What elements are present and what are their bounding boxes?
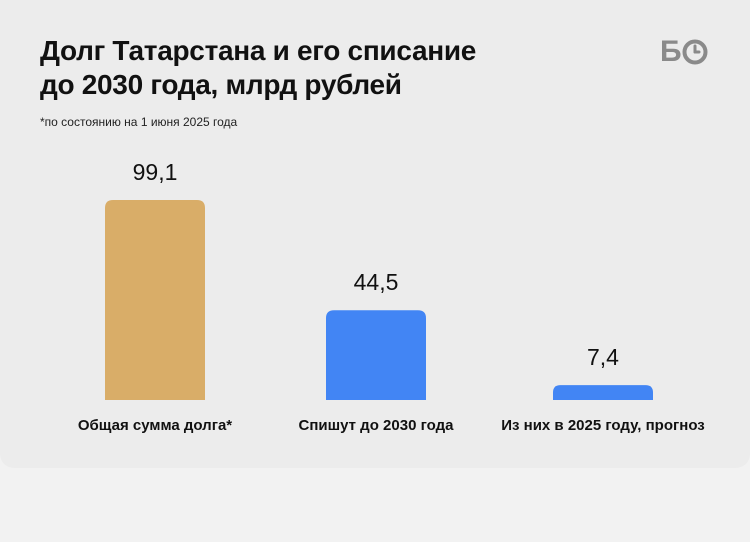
footnote: *по состоянию на 1 июня 2025 года <box>40 115 238 129</box>
value-label-2: 44,5 <box>354 269 399 295</box>
category-label-3: Из них в 2025 году, прогноз <box>501 417 705 434</box>
bar-3 <box>553 385 653 400</box>
bar-2 <box>326 310 426 400</box>
bar-chart: 99,1 Общая сумма долга* 44,5 Спишут до 2030… <box>78 159 705 434</box>
bo-logo: Б <box>660 36 712 68</box>
chart-title: Долг Татарстана и его списание до 2030 г… <box>40 35 477 100</box>
bar-1 <box>105 200 205 400</box>
clock-icon <box>682 39 708 65</box>
category-label-1: Общая сумма долга* <box>78 417 232 434</box>
chart-card: Долг Татарстана и его списание до 2030 г… <box>40 35 712 434</box>
value-label-1: 99,1 <box>133 159 178 185</box>
value-label-3: 7,4 <box>587 344 619 370</box>
logo-letter: Б <box>660 35 682 68</box>
category-label-2: Спишут до 2030 года <box>299 417 455 434</box>
